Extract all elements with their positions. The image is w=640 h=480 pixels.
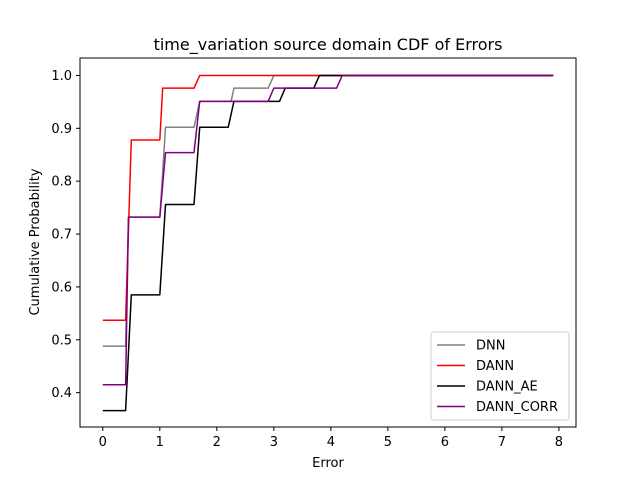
series-line-dann-corr: [102, 74, 554, 386]
legend: DNN DANN DANN_AE DANN_CORR: [430, 331, 570, 421]
x-tick-label: 8: [555, 435, 563, 450]
x-axis-ticks: 0 1 2 3 4 5 6 7 8: [99, 427, 563, 450]
plot-frame: [79, 57, 577, 428]
y-tick-label: 0.9: [51, 122, 72, 137]
y-tick-label: 0.8: [51, 175, 72, 190]
y-axis-ticks: 0.4 0.5 0.6 0.7 0.8 0.9 1.0: [51, 69, 80, 401]
x-tick-label: 0: [99, 435, 107, 450]
legend-items: DNN DANN DANN_AE DANN_CORR: [437, 339, 558, 415]
y-tick-label: 0.6: [51, 280, 72, 295]
y-axis-label: Cumulative Probability: [28, 168, 43, 315]
y-tick-label: 1.0: [51, 69, 72, 84]
legend-label: DANN_CORR: [476, 400, 558, 415]
series-layer: [102, 74, 554, 412]
x-tick-label: 1: [156, 435, 164, 450]
chart-title: time_variation source domain CDF of Erro…: [154, 35, 503, 55]
x-tick-label: 7: [498, 435, 506, 450]
legend-box: [430, 331, 570, 421]
y-tick-label: 0.4: [51, 386, 72, 401]
y-tick-label: 0.5: [51, 333, 72, 348]
x-tick-label: 5: [384, 435, 392, 450]
y-tick-label: 0.7: [51, 228, 72, 243]
x-axis-label: Error: [312, 456, 344, 471]
legend-label: DNN: [476, 339, 505, 354]
x-tick-label: 2: [213, 435, 221, 450]
x-tick-label: 6: [441, 435, 449, 450]
x-tick-label: 3: [270, 435, 278, 450]
legend-label: DANN_AE: [476, 380, 538, 395]
x-tick-label: 4: [327, 435, 335, 450]
legend-label: DANN: [476, 359, 514, 374]
